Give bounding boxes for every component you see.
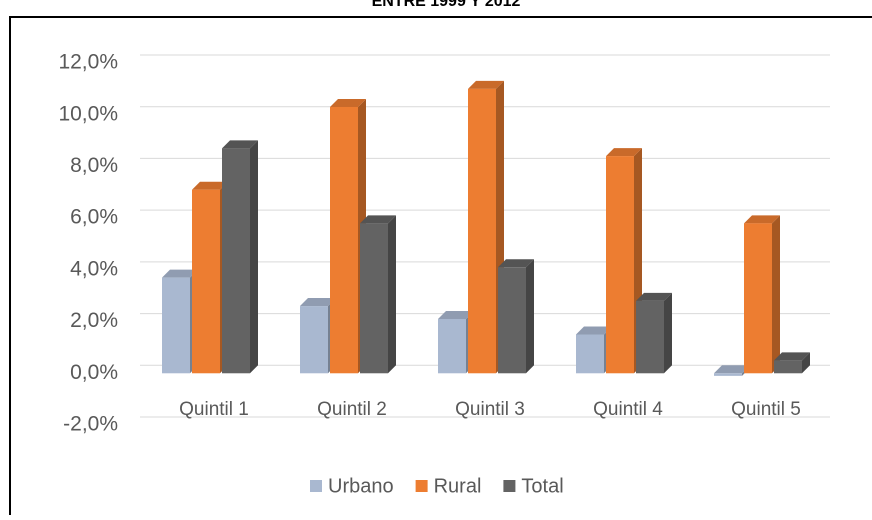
bar xyxy=(714,373,742,376)
bar xyxy=(744,223,772,374)
bar xyxy=(162,277,190,374)
x-tick-label: Quintil 2 xyxy=(317,399,387,420)
bar-side xyxy=(772,215,780,374)
bar-top xyxy=(636,292,672,301)
bar-top xyxy=(714,365,750,374)
y-tick-label: -2,0% xyxy=(63,413,118,436)
legend-swatch xyxy=(503,480,516,492)
x-tick-label: Quintil 4 xyxy=(593,399,663,420)
y-tick-label: 6,0% xyxy=(70,206,118,229)
y-tick-label: 2,0% xyxy=(70,309,118,332)
bar-top xyxy=(330,98,366,107)
bar-side xyxy=(250,140,258,374)
y-tick-label: 10,0% xyxy=(58,102,118,125)
bar-top xyxy=(774,352,810,361)
frame xyxy=(9,16,872,520)
chart-title: ENTRE 1999 Y 2012 xyxy=(372,0,521,10)
y-tick-label: 8,0% xyxy=(70,154,118,177)
bar-top xyxy=(360,215,396,224)
bar xyxy=(606,156,634,374)
bar-side xyxy=(388,215,396,374)
bar xyxy=(360,223,388,374)
bar xyxy=(576,334,604,374)
x-tick-label: Quintil 1 xyxy=(179,399,249,420)
bar-side xyxy=(664,292,672,374)
legend-swatch xyxy=(415,480,428,492)
bar xyxy=(636,300,664,374)
bar xyxy=(330,106,358,374)
bar xyxy=(438,318,466,374)
bar-top xyxy=(438,310,474,319)
bar-top xyxy=(576,326,612,335)
legend-label: Total xyxy=(521,475,563,497)
bar-top xyxy=(192,181,228,190)
bar xyxy=(192,189,220,374)
bar-top xyxy=(498,259,534,268)
bar-top xyxy=(222,140,258,149)
bar xyxy=(498,267,526,374)
bar-side xyxy=(526,259,534,374)
bar xyxy=(300,306,328,374)
y-tick-label: 0,0% xyxy=(70,361,118,384)
y-tick-label: 12,0% xyxy=(58,51,118,74)
legend-label: Rural xyxy=(434,475,482,497)
bar xyxy=(774,360,802,374)
bar-top xyxy=(606,148,642,157)
bar-top xyxy=(300,298,336,307)
legend-swatch xyxy=(310,480,322,492)
bar xyxy=(468,88,496,374)
bar-top xyxy=(162,269,198,278)
bar xyxy=(222,148,250,374)
bar-top xyxy=(744,215,780,224)
x-tick-label: Quintil 5 xyxy=(731,399,801,420)
bar-side xyxy=(802,352,810,374)
y-tick-label: 4,0% xyxy=(70,257,118,280)
bar-top xyxy=(468,80,504,89)
legend-label: Urbano xyxy=(328,475,394,497)
x-tick-label: Quintil 3 xyxy=(455,399,525,420)
